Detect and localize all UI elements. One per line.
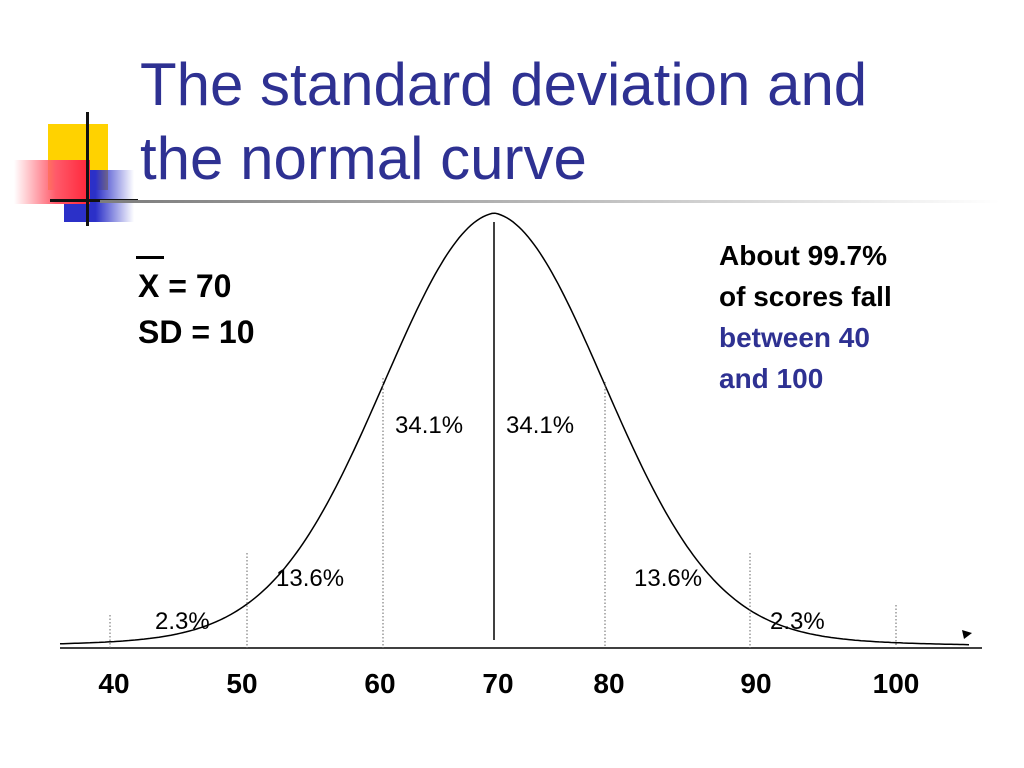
note-line-2: of scores fall xyxy=(719,281,892,312)
region-label-left-mid: 13.6% xyxy=(276,565,345,592)
decor-horizontal-line xyxy=(50,199,138,202)
note-text: About 99.7% of scores fall between 40 an… xyxy=(719,235,1009,399)
note-line-3: between 40 xyxy=(719,322,870,353)
tick-label-100: 100 xyxy=(872,668,920,699)
region-label-right-mid: 13.6% xyxy=(634,565,703,592)
tick-label-50: 50 xyxy=(226,668,258,699)
decor-red-square xyxy=(14,160,90,204)
title-underline xyxy=(100,200,1000,203)
mean-label: X = 70 xyxy=(138,268,232,304)
region-label-right-outer: 2.3% xyxy=(770,608,825,635)
title-line-2: the normal curve xyxy=(140,125,587,192)
region-label-left-inner: 34.1% xyxy=(395,412,464,439)
tick-label-80: 80 xyxy=(593,668,625,699)
mean-bar-symbol xyxy=(136,256,164,259)
tick-label-70: 70 xyxy=(482,668,514,699)
decor-vertical-line xyxy=(86,112,89,226)
tick-label-90: 90 xyxy=(740,668,772,699)
region-label-left-outer: 2.3% xyxy=(155,608,210,635)
title-line-1: The standard deviation and xyxy=(140,51,868,118)
note-line-1: About 99.7% xyxy=(719,240,888,271)
slide-title: The standard deviation and the normal cu… xyxy=(140,48,1000,196)
note-line-4: and 100 xyxy=(719,363,824,394)
sd-label: SD = 10 xyxy=(138,314,255,350)
tick-label-60: 60 xyxy=(364,668,396,699)
bell-curve xyxy=(59,212,970,646)
tick-label-40: 40 xyxy=(98,668,130,699)
region-label-right-inner: 34.1% xyxy=(506,412,575,439)
curve-arrowhead xyxy=(962,630,972,639)
